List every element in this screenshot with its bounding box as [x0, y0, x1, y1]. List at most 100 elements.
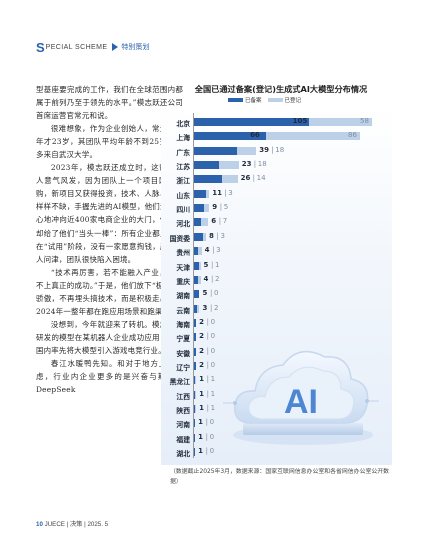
value-label-filed: 86: [347, 131, 357, 140]
magazine-name: JUECE: [44, 521, 65, 528]
legend-swatch-registered: [228, 98, 243, 102]
bar-filed: [219, 161, 239, 170]
page-number: 10: [36, 521, 43, 528]
value-label-registered: 9: [212, 203, 218, 212]
value-separator: |: [211, 260, 214, 269]
value-label-registered: 1: [199, 375, 205, 384]
chart-row: 宁夏 2 | 0: [0, 328, 400, 346]
value-label-registered: 1: [198, 432, 203, 441]
bar-registered: [194, 390, 196, 399]
value-label-filed: 0: [210, 346, 216, 355]
value-separator: |: [209, 289, 213, 298]
value-label-filed: 2: [213, 303, 219, 312]
value-label-registered: 26: [240, 174, 251, 183]
value-separator: |: [206, 346, 210, 355]
value-label-filed: 0: [209, 447, 215, 456]
value-separator: |: [211, 274, 214, 283]
chart-caption: （数据截止2025年3月，数据来源：国家互联网信息办公室和各省网信办公室公开数据…: [170, 469, 390, 485]
value-label-filed: 0: [209, 432, 215, 441]
value-label-filed: 1: [210, 404, 216, 412]
bar-filed: [197, 304, 200, 313]
bar-registered: [194, 146, 237, 155]
bar-filed: [222, 175, 238, 184]
value-separator: |: [218, 217, 222, 226]
triangle-arrow-icon: [112, 43, 119, 51]
value-separator: |: [212, 246, 215, 255]
bar-registered: [194, 232, 203, 241]
value-separator: |: [205, 418, 208, 427]
bar-filed: [200, 218, 209, 227]
category-label: 广东: [176, 148, 190, 157]
value-label-filed: 0: [210, 332, 216, 341]
article-paragraph: 2023年，模志跃还成立时，这帮年轻人意气风发，因为团队上一个项目刚被收购，新项…: [36, 163, 183, 264]
bar-filed: [199, 261, 201, 270]
chart-row: 上海 66 86: [0, 127, 400, 145]
bar-registered: [194, 290, 200, 299]
value-label-registered: 105: [292, 117, 308, 125]
chart-row: 湖南 5 | 0: [0, 285, 400, 303]
category-label: 上海: [176, 134, 190, 143]
value-label-registered: 1: [199, 389, 205, 398]
bar-registered: [194, 433, 196, 442]
category-label: 江苏: [176, 163, 190, 172]
bar-filed: [195, 405, 197, 413]
bar-filed: [198, 275, 201, 284]
value-label-registered: 3: [202, 303, 208, 312]
value-label-registered: 5: [202, 289, 208, 298]
chart-row: 江西 1 | 1: [0, 386, 400, 404]
bar-registered: [194, 218, 201, 227]
value-label-registered: 23: [241, 160, 252, 169]
ai-cloud-icon: AI: [223, 350, 379, 445]
value-label-registered: 2: [199, 360, 205, 369]
header-scheme-label: PECIAL SCHEME: [45, 43, 108, 51]
category-label: 福建: [176, 435, 190, 444]
chart-row: 山东 11 | 3: [0, 185, 400, 203]
value-separator: |: [205, 447, 208, 456]
chart-axis-line: [193, 113, 194, 458]
value-label-filed: 3: [216, 246, 221, 255]
bar-registered: [194, 361, 197, 370]
bar-registered: [194, 204, 204, 213]
value-label-registered: 2: [199, 317, 205, 326]
category-label: 湖北: [176, 450, 190, 459]
chart-row: 浙江 26 | 14: [0, 170, 400, 188]
category-label: 河北: [176, 220, 190, 229]
value-separator: |: [206, 389, 210, 398]
bar-registered: [194, 376, 196, 385]
category-label: 浙江: [176, 177, 190, 186]
value-label-registered: 2: [199, 332, 205, 341]
chart-row: 辽宁 2 | 0: [0, 357, 400, 375]
value-separator: |: [206, 332, 210, 341]
category-label: 天津: [176, 263, 190, 272]
value-label-registered: 1: [198, 447, 203, 456]
chart-row: 湖北 1 | 0: [0, 443, 400, 461]
value-label-filed: 0: [209, 418, 215, 427]
chart-row: 重庆 4 | 2: [0, 271, 400, 289]
bar-filed: [198, 247, 202, 256]
value-label-filed: 18: [275, 145, 285, 154]
category-label: 辽宁: [176, 363, 190, 372]
chart-row: 黑龙江 1 | 1: [0, 371, 400, 389]
value-separator: |: [206, 360, 210, 369]
legend-label-registered: 已备案: [245, 98, 262, 104]
bar-registered: [194, 189, 206, 198]
article-paragraph: 没想到，今年就迎来了转机。模志跃还研发的模型在某机器人企业成功应用，还在国内率先…: [36, 319, 183, 355]
value-separator: |: [271, 145, 274, 154]
category-label: 重庆: [176, 277, 190, 286]
header-big-letter: S: [36, 39, 45, 55]
value-separator: |: [224, 188, 227, 197]
value-label-registered: 8: [209, 231, 214, 240]
bar-registered: [194, 175, 223, 184]
value-label-filed: 2: [215, 274, 220, 283]
bar-registered: [194, 333, 197, 342]
bar-registered: [194, 247, 199, 256]
value-label-filed: 1: [210, 375, 216, 384]
chart-row: 北京 105 58: [0, 113, 400, 131]
category-label: 海南: [176, 320, 190, 329]
value-label-registered: 4: [203, 274, 209, 283]
category-label: 安徽: [176, 349, 190, 358]
bar-registered: [194, 275, 199, 284]
chart-row: 天津 5 | 1: [0, 257, 400, 275]
bar-registered: [194, 118, 309, 126]
bar-filed: [266, 132, 360, 141]
